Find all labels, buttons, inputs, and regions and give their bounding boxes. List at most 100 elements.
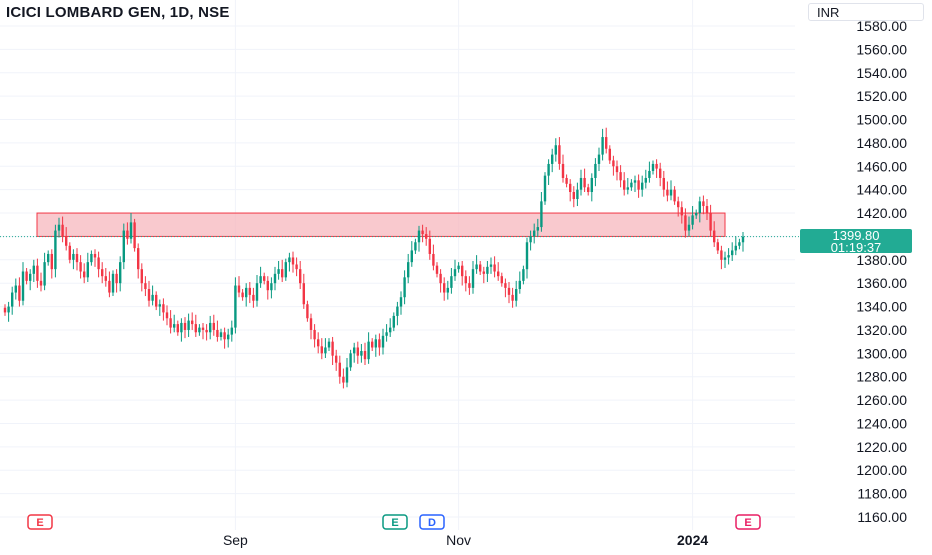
candle-body bbox=[223, 332, 226, 340]
candle-body bbox=[173, 324, 176, 328]
candle-body bbox=[605, 137, 608, 149]
candle-body bbox=[180, 322, 183, 333]
candle-body bbox=[201, 327, 205, 330]
candle-body bbox=[439, 273, 442, 284]
candle-body bbox=[126, 230, 129, 239]
event-marker-label: E bbox=[391, 517, 398, 529]
candle-body bbox=[162, 304, 165, 313]
candle-body bbox=[374, 339, 377, 348]
candle-body bbox=[101, 269, 104, 277]
candle-body bbox=[615, 166, 619, 173]
y-tick-label: 1220.00 bbox=[856, 439, 907, 455]
candle-body bbox=[389, 327, 392, 333]
candle-body bbox=[137, 248, 140, 270]
currency-button[interactable]: INR bbox=[808, 3, 924, 21]
candle-body bbox=[464, 276, 467, 284]
candle-body bbox=[353, 347, 356, 354]
y-tick-label: 1440.00 bbox=[856, 182, 907, 198]
event-marker: E bbox=[27, 514, 53, 530]
y-tick-label: 1200.00 bbox=[856, 462, 907, 478]
candle-body bbox=[407, 262, 410, 278]
candle-body bbox=[738, 242, 741, 246]
candle-body bbox=[727, 255, 730, 258]
candle-body bbox=[216, 329, 219, 337]
candle-body bbox=[158, 304, 161, 307]
candle-body bbox=[219, 332, 223, 337]
candle-body bbox=[65, 236, 68, 246]
time-axis[interactable]: Sep Nov 2024 bbox=[223, 532, 708, 548]
candle-body bbox=[151, 294, 154, 301]
candle-body bbox=[533, 230, 536, 237]
event-marker: E bbox=[382, 514, 408, 530]
resistance-zone bbox=[36, 212, 726, 237]
candle-body bbox=[417, 230, 421, 243]
candle-body bbox=[579, 177, 583, 190]
candle-body bbox=[709, 213, 712, 231]
candle-body bbox=[655, 163, 658, 169]
candle-body bbox=[317, 339, 320, 347]
candle-body bbox=[435, 265, 439, 274]
candle-body bbox=[61, 224, 64, 237]
candle-body bbox=[623, 180, 626, 190]
candle-body bbox=[331, 341, 334, 356]
candle-body bbox=[680, 207, 683, 216]
candle-body bbox=[594, 163, 597, 178]
candle-body bbox=[734, 245, 737, 251]
candle-body bbox=[18, 285, 21, 301]
y-tick-label: 1160.00 bbox=[857, 509, 907, 525]
candle-body bbox=[479, 264, 482, 272]
candle-body bbox=[702, 201, 705, 207]
event-marker-label: E bbox=[36, 517, 43, 529]
last-price-value: 1399.80 bbox=[832, 228, 880, 243]
candle-body bbox=[299, 269, 302, 284]
price-axis[interactable]: 1580.00 1560.00 1540.00 1520.00 1500.00 1480.… bbox=[856, 18, 907, 525]
candle-body bbox=[504, 283, 507, 288]
candle-body bbox=[723, 257, 727, 260]
y-tick-label: 1240.00 bbox=[856, 415, 907, 431]
candle-body bbox=[637, 180, 640, 190]
candle-body bbox=[129, 222, 133, 239]
candle-body bbox=[284, 262, 287, 278]
candle-body bbox=[381, 335, 385, 348]
candle-body bbox=[500, 276, 503, 284]
y-tick-label: 1580.00 bbox=[856, 18, 907, 34]
candle-body bbox=[3, 307, 7, 313]
candle-body bbox=[497, 271, 500, 277]
event-marker-label: E bbox=[744, 517, 751, 529]
candle-body bbox=[277, 269, 280, 274]
candle-body bbox=[342, 376, 345, 383]
x-tick-label: 2024 bbox=[677, 532, 708, 548]
candle-body bbox=[518, 280, 521, 290]
y-tick-label: 1500.00 bbox=[856, 112, 907, 128]
candle-body bbox=[536, 227, 539, 231]
candle-body bbox=[191, 320, 194, 325]
event-marker-box bbox=[419, 514, 445, 530]
y-tick-label: 1560.00 bbox=[856, 41, 907, 57]
candle-body bbox=[288, 257, 291, 263]
candle-body bbox=[21, 271, 25, 301]
y-tick-label: 1360.00 bbox=[856, 275, 907, 291]
event-marker-label: D bbox=[428, 517, 436, 529]
candle-body bbox=[327, 341, 331, 348]
candle-body bbox=[7, 306, 10, 313]
candle-body bbox=[443, 283, 446, 293]
candle-body bbox=[601, 137, 604, 155]
candle-body bbox=[86, 262, 89, 278]
candle-body bbox=[104, 276, 107, 281]
candle-body bbox=[306, 304, 309, 319]
y-tick-label: 1280.00 bbox=[856, 369, 907, 385]
candle-body bbox=[198, 327, 201, 333]
chart-title: ICICI LOMBARD GEN, 1D, NSE bbox=[6, 4, 230, 21]
candle-body bbox=[608, 148, 611, 161]
candle-body bbox=[273, 273, 277, 284]
candle-body bbox=[695, 213, 698, 216]
candle-body bbox=[259, 276, 262, 284]
candle-body bbox=[569, 183, 572, 193]
candle-body bbox=[252, 294, 255, 301]
y-tick-label: 1320.00 bbox=[856, 322, 907, 338]
candle-body bbox=[147, 289, 151, 301]
candle-body bbox=[209, 322, 212, 333]
candle-body bbox=[525, 242, 529, 270]
